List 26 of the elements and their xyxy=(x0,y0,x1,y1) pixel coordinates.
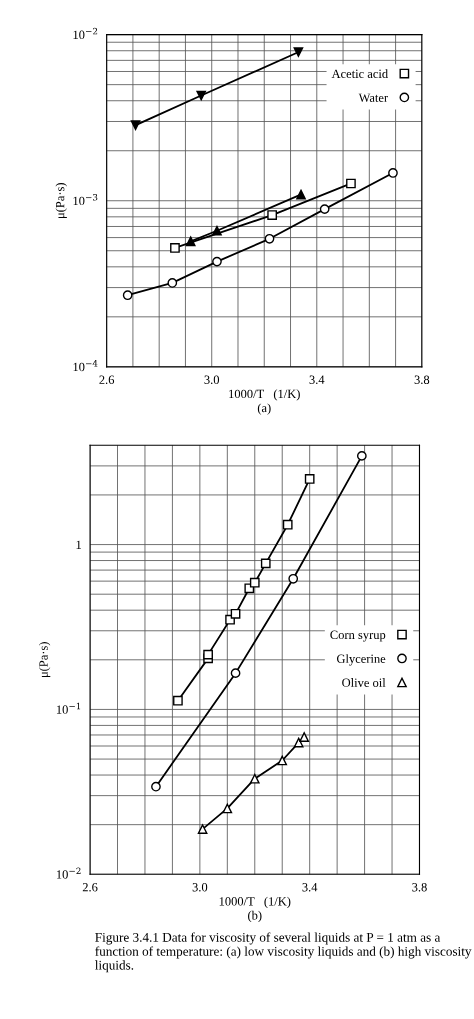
y-axis-title: μ(Pa·s) xyxy=(38,642,51,678)
y-tick-label: 10$^{−3}$ xyxy=(73,193,98,206)
legend-label: Glycerine xyxy=(336,654,386,666)
x-tick-label: 3.4 xyxy=(309,375,325,385)
legend-label: Corn syrup xyxy=(330,630,386,642)
y-tick-label: 10$^{−1}$ xyxy=(56,702,81,714)
x-tick-label: 3.8 xyxy=(412,883,427,892)
text: (b) xyxy=(248,910,262,923)
x-tick-label: 2.6 xyxy=(82,883,98,892)
x-axis-title: 1000/T (1/K) xyxy=(229,389,300,401)
y-tick-label: 1 xyxy=(76,540,81,549)
legend-label: Acetic acid xyxy=(331,69,388,79)
legend-label: Water xyxy=(358,93,388,102)
x-tick-label: 3.4 xyxy=(302,883,318,892)
x-axis-title: 1000/T (1/K) xyxy=(219,896,291,909)
x-tick-label: 3.0 xyxy=(192,883,208,892)
x-tick-label: 2.6 xyxy=(99,375,115,385)
text: (a) xyxy=(257,403,271,415)
y-axis-title: μ(Pa·s) xyxy=(55,183,67,219)
legend-label: Olive oil xyxy=(342,678,386,687)
x-tick-label: 3.0 xyxy=(204,375,220,385)
y-tick-label: 10$^{−2}$ xyxy=(56,867,81,879)
x-tick-label: 3.8 xyxy=(414,375,430,385)
y-tick-label: 10$^{−4}$ xyxy=(73,360,98,372)
y-tick-label: 10$^{−2}$ xyxy=(73,27,98,40)
caption: Figure 3.4.1 Data for viscosity of several liquids at P = 1 atm as a function of temperature: (a) low viscosity liquids and (b) high viscosity liquids. xyxy=(95,932,472,973)
